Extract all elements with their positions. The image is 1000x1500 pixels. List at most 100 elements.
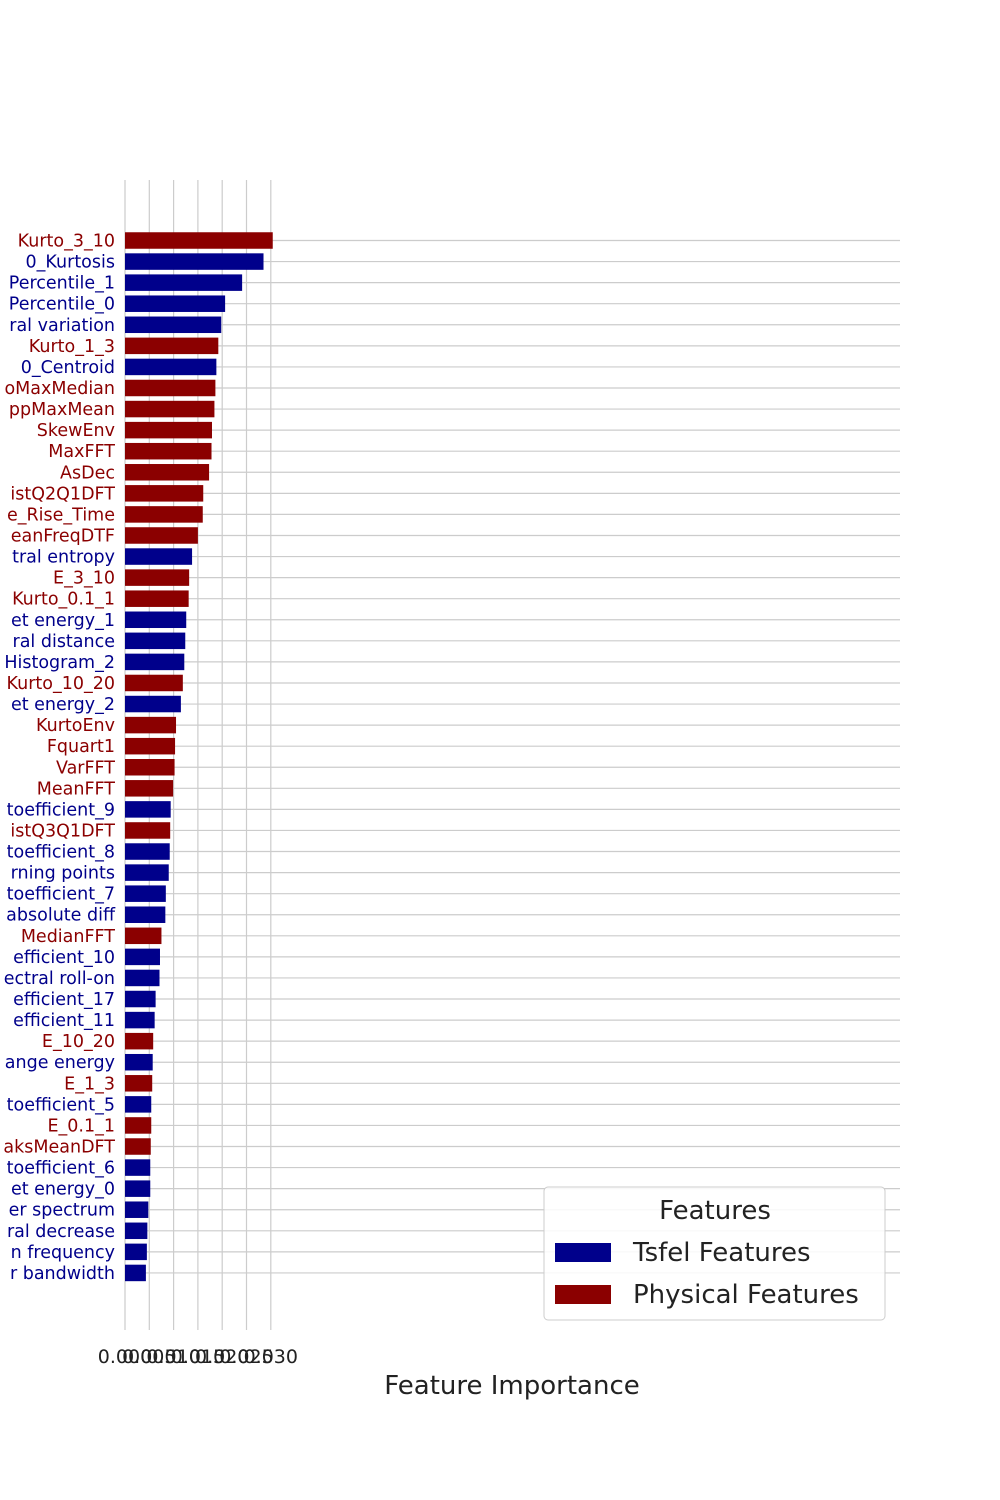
category-label: KurtoEnv	[36, 716, 115, 736]
bar	[125, 569, 190, 586]
bar	[125, 716, 177, 734]
category-label: toefficient_9	[7, 800, 115, 820]
category-label: MedianFFT	[21, 927, 115, 947]
bar	[125, 274, 243, 291]
x-axis-title: Feature Importance	[384, 1371, 640, 1401]
legend-swatch-tsfel	[555, 1243, 611, 1262]
category-label: E_3_10	[53, 569, 115, 589]
category-label: AsDec	[60, 463, 115, 483]
category-label: Histogram_2	[4, 653, 115, 673]
x-tick-label: 0.005	[122, 1346, 176, 1368]
legend: Features Tsfel Features Physical Feature…	[543, 1186, 886, 1321]
bar	[125, 485, 204, 502]
bar	[125, 653, 185, 671]
category-label: 0_Centroid	[21, 358, 115, 378]
bar	[125, 1222, 148, 1240]
category-label: E_10_20	[42, 1032, 115, 1052]
category-label: VarFFT	[56, 758, 115, 778]
category-label: ppMaxMean	[9, 400, 115, 420]
bar	[125, 1032, 154, 1050]
category-label: rning points	[11, 864, 115, 884]
category-label: ral variation	[9, 316, 115, 336]
bar	[125, 801, 171, 818]
category-label: absolute diff	[6, 906, 116, 926]
bar	[125, 1075, 153, 1092]
category-label: E_1_3	[64, 1074, 115, 1094]
bar	[125, 843, 170, 860]
bar	[125, 358, 217, 376]
bar	[125, 885, 166, 902]
category-label: oMaxMedian	[4, 379, 115, 399]
bar	[125, 232, 273, 249]
bar	[125, 442, 212, 460]
category-label: eanFreqDTF	[11, 526, 115, 546]
category-label: Kurto_3_10	[18, 232, 115, 252]
bar	[125, 737, 176, 755]
bar	[125, 295, 226, 312]
bar	[125, 611, 187, 629]
bar	[125, 464, 210, 481]
bar	[125, 527, 198, 544]
bar	[125, 1096, 152, 1113]
category-label: efficient_10	[13, 948, 115, 968]
category-label: e_Rise_Time	[7, 505, 115, 525]
category-label: Kurto_0.1_1	[12, 590, 115, 610]
category-label: efficient_17	[13, 990, 115, 1010]
category-label: Fquart1	[47, 737, 115, 757]
category-label: Kurto_1_3	[29, 337, 115, 357]
bars	[125, 232, 273, 1282]
legend-label-tsfel: Tsfel Features	[632, 1238, 811, 1268]
category-label: Percentile_1	[9, 274, 115, 294]
bar	[125, 379, 216, 397]
x-tick-label: 0.025	[219, 1346, 273, 1368]
category-label: toefficient_8	[7, 843, 115, 863]
bar	[125, 1159, 151, 1176]
legend-box	[543, 1186, 886, 1321]
category-label: toefficient_5	[7, 1095, 115, 1115]
bar	[125, 632, 186, 650]
category-label: er spectrum	[9, 1201, 115, 1221]
legend-title: Features	[659, 1196, 771, 1226]
category-label: r bandwidth	[10, 1264, 115, 1284]
bar	[125, 759, 175, 776]
legend-swatch-physical	[555, 1285, 611, 1304]
bar	[125, 421, 212, 439]
category-label: et energy_0	[11, 1180, 115, 1200]
category-label: ral decrease	[7, 1222, 115, 1242]
x-tick-label: 0.010	[146, 1346, 200, 1368]
category-label: et energy_2	[11, 695, 115, 715]
category-label: toefficient_6	[7, 1159, 115, 1179]
category-label: aksMeanDFT	[3, 1138, 115, 1158]
bar	[125, 1201, 149, 1218]
category-label: E_0.1_1	[47, 1116, 115, 1136]
bar	[125, 674, 183, 692]
bar	[125, 506, 203, 523]
bar	[125, 337, 219, 355]
bar	[125, 780, 174, 797]
x-tick-label: 0.020	[195, 1346, 249, 1368]
bar	[125, 400, 215, 418]
category-label: MaxFFT	[48, 442, 115, 462]
bar	[125, 695, 181, 713]
category-label: n frequency	[11, 1243, 115, 1263]
category-label: istQ2Q1DFT	[10, 484, 115, 504]
category-label: efficient_11	[13, 1011, 115, 1031]
horizontal-gridlines	[125, 239, 900, 1274]
bar	[125, 1138, 151, 1155]
bar	[125, 927, 162, 945]
category-label: SkewEnv	[37, 421, 115, 441]
bar	[125, 990, 156, 1008]
category-label: 0_Kurtosis	[26, 253, 115, 273]
bar	[125, 590, 189, 607]
legend-label-physical: Physical Features	[633, 1280, 859, 1310]
x-tick-label: 0.030	[244, 1346, 298, 1368]
category-label: istQ3Q1DFT	[10, 821, 115, 841]
bar	[125, 548, 193, 565]
category-label: ange energy	[5, 1053, 115, 1073]
bar	[125, 316, 222, 334]
category-label: Percentile_0	[9, 295, 115, 315]
x-tick-label: 0.015	[171, 1346, 225, 1368]
bar	[125, 1011, 155, 1029]
